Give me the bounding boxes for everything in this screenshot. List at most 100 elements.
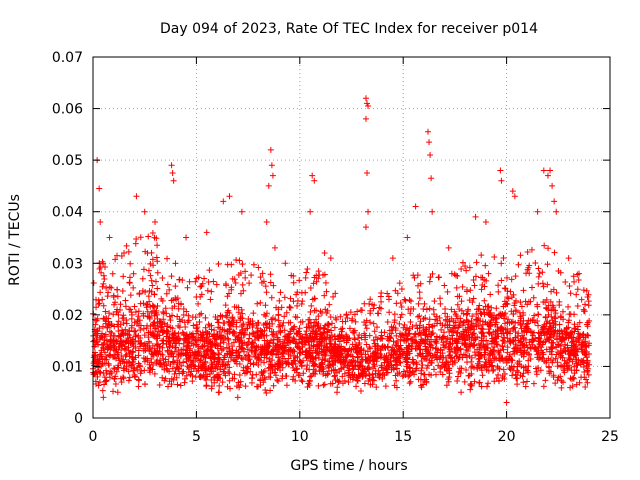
data-point (525, 357, 532, 364)
data-point (456, 306, 463, 313)
data-point (468, 354, 475, 361)
data-point (407, 319, 414, 326)
data-point (149, 229, 156, 236)
data-point (158, 319, 165, 326)
data-point (494, 328, 501, 335)
data-point (482, 262, 489, 269)
data-point (216, 389, 223, 396)
data-point (419, 361, 426, 368)
data-point (106, 283, 113, 290)
data-point (396, 345, 403, 352)
data-point (359, 307, 366, 314)
data-point (162, 305, 169, 312)
data-point (207, 353, 214, 360)
data-point (184, 284, 191, 291)
data-point (195, 336, 202, 343)
data-point (332, 352, 339, 359)
data-point (267, 279, 274, 286)
data-point (262, 283, 269, 290)
data-point (134, 366, 141, 373)
data-point (270, 340, 277, 347)
data-point (224, 309, 231, 316)
data-point (94, 373, 101, 380)
data-point (407, 378, 414, 385)
data-point (461, 378, 468, 385)
data-point (479, 372, 486, 379)
data-point (483, 277, 490, 284)
data-point (397, 300, 404, 307)
data-point (582, 301, 589, 308)
data-point (250, 361, 257, 368)
data-point (247, 368, 254, 375)
data-point (104, 293, 111, 300)
data-point (349, 353, 356, 360)
data-point (294, 369, 301, 376)
data-point (171, 303, 178, 310)
data-point (371, 328, 378, 335)
data-point (524, 249, 531, 256)
data-point (286, 337, 293, 344)
data-point (493, 319, 500, 326)
data-point (214, 345, 221, 352)
data-point (535, 265, 542, 272)
data-point (491, 253, 498, 260)
data-point (332, 290, 339, 297)
data-point (128, 315, 135, 322)
data-point (426, 305, 433, 312)
data-point (174, 313, 181, 320)
data-point (509, 372, 516, 379)
data-point (522, 383, 529, 390)
data-point (544, 172, 551, 179)
data-point (502, 320, 509, 327)
data-point (376, 374, 383, 381)
data-point (120, 365, 127, 372)
data-point (390, 338, 397, 345)
data-point (294, 302, 301, 309)
data-point (281, 294, 288, 301)
data-point (219, 333, 226, 340)
data-point (349, 315, 356, 322)
data-points (90, 95, 593, 406)
data-point (263, 289, 270, 296)
data-point (426, 139, 433, 146)
data-point (370, 320, 377, 327)
data-point (555, 342, 562, 349)
data-point (398, 311, 405, 318)
data-point (282, 358, 289, 365)
data-point (523, 270, 530, 277)
data-point (260, 322, 267, 329)
data-point (436, 315, 443, 322)
data-point (509, 188, 516, 195)
data-point (167, 339, 174, 346)
data-point (254, 328, 261, 335)
data-point (228, 352, 235, 359)
data-point (490, 355, 497, 362)
data-point (208, 347, 215, 354)
data-point (549, 339, 556, 346)
x-tick-label: 15 (394, 429, 412, 445)
data-point (312, 370, 319, 377)
data-point (413, 365, 420, 372)
data-point (317, 331, 324, 338)
data-point (331, 373, 338, 380)
data-point (258, 351, 265, 358)
data-point (495, 282, 502, 289)
data-point (236, 371, 243, 378)
data-point (321, 349, 328, 356)
data-point (289, 361, 296, 368)
data-point (505, 316, 512, 323)
data-point (123, 242, 130, 249)
data-point (574, 326, 581, 333)
data-point (257, 274, 264, 281)
data-point (231, 375, 238, 382)
data-point (520, 370, 527, 377)
data-point (478, 383, 485, 390)
data-point (242, 268, 249, 275)
data-point (456, 333, 463, 340)
data-point (151, 304, 158, 311)
data-point (100, 344, 107, 351)
data-point (421, 300, 428, 307)
data-point (328, 327, 335, 334)
data-point (481, 354, 488, 361)
data-point (417, 346, 424, 353)
